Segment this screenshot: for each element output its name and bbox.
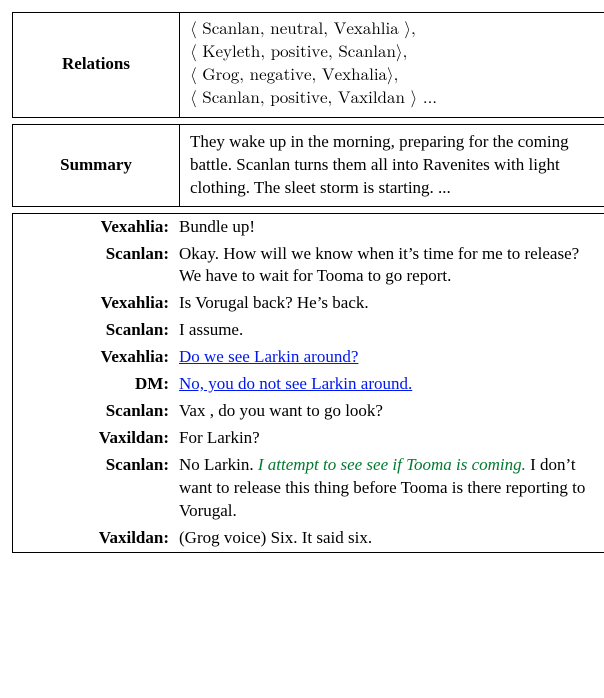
relation-line: ⟨ Scanlan, neutral, Vexahlia ⟩, bbox=[190, 19, 604, 42]
relation-line: ⟨ Grog, negative, Vexhalia⟩, bbox=[190, 65, 604, 88]
speaker-label: Scanlan: bbox=[13, 398, 175, 425]
relation-line: ⟨ Keyleth, positive, Scanlan⟩, bbox=[190, 42, 604, 65]
dialogue-row: Scanlan: No Larkin. I attempt to see see… bbox=[13, 452, 604, 525]
summary-label: Summary bbox=[13, 125, 180, 206]
speaker-label: Vaxildan: bbox=[13, 425, 175, 452]
speaker-label: DM: bbox=[13, 371, 175, 398]
speaker-label: Vaxildan: bbox=[13, 525, 175, 552]
utterance: Okay. How will we know when it’s time fo… bbox=[175, 241, 604, 291]
utterance: Is Vorugal back? He’s back. bbox=[175, 290, 604, 317]
dialogue-row: Scanlan: Okay. How will we know when it’… bbox=[13, 241, 604, 291]
utterance: Do we see Larkin around? bbox=[175, 344, 604, 371]
relation-line: ⟨ Scanlan, positive, Vaxildan ⟩ ... bbox=[190, 88, 604, 111]
dialogue-row: Vexahlia: Do we see Larkin around? bbox=[13, 344, 604, 371]
utterance-part: I attempt to see see if Tooma is coming. bbox=[258, 455, 526, 474]
relations-block: Relations ⟨ Scanlan, neutral, Vexahlia ⟩… bbox=[12, 12, 604, 118]
speaker-label: Scanlan: bbox=[13, 452, 175, 479]
speaker-label: Vexahlia: bbox=[13, 214, 175, 241]
summary-block: Summary They wake up in the morning, pre… bbox=[12, 124, 604, 207]
summary-content: They wake up in the morning, preparing f… bbox=[180, 125, 604, 206]
dialogue-row: DM: No, you do not see Larkin around. bbox=[13, 371, 604, 398]
speaker-label: Vexahlia: bbox=[13, 290, 175, 317]
speaker-label: Scanlan: bbox=[13, 241, 175, 268]
utterance-part: No Larkin. bbox=[179, 455, 258, 474]
speaker-label: Vexahlia: bbox=[13, 344, 175, 371]
utterance-text: Do we see Larkin around? bbox=[179, 347, 358, 366]
relations-content: ⟨ Scanlan, neutral, Vexahlia ⟩, ⟨ Keylet… bbox=[180, 13, 604, 117]
summary-row: Summary They wake up in the morning, pre… bbox=[13, 125, 604, 206]
relations-label: Relations bbox=[13, 13, 180, 117]
dialogue-row: Vaxildan: For Larkin? bbox=[13, 425, 604, 452]
dialogue-row: Scanlan: I assume. bbox=[13, 317, 604, 344]
utterance: (Grog voice) Six. It said six. bbox=[175, 525, 604, 552]
dialogue-row: Scanlan: Vax , do you want to go look? bbox=[13, 398, 604, 425]
utterance: No, you do not see Larkin around. bbox=[175, 371, 604, 398]
utterance: Bundle up! bbox=[175, 214, 604, 241]
utterance: I assume. bbox=[175, 317, 604, 344]
utterance: Vax , do you want to go look? bbox=[175, 398, 604, 425]
dialogue-row: Vexahlia: Bundle up! bbox=[13, 214, 604, 241]
speaker-label: Scanlan: bbox=[13, 317, 175, 344]
dialogue-row: Vexahlia: Is Vorugal back? He’s back. bbox=[13, 290, 604, 317]
dialogue-row: Vaxildan: (Grog voice) Six. It said six. bbox=[13, 525, 604, 552]
dialogue-block: Vexahlia: Bundle up! Scanlan: Okay. How … bbox=[12, 213, 604, 553]
utterance: For Larkin? bbox=[175, 425, 604, 452]
relations-row: Relations ⟨ Scanlan, neutral, Vexahlia ⟩… bbox=[13, 13, 604, 117]
utterance: No Larkin. I attempt to see see if Tooma… bbox=[175, 452, 604, 525]
utterance-text: No, you do not see Larkin around. bbox=[179, 374, 412, 393]
